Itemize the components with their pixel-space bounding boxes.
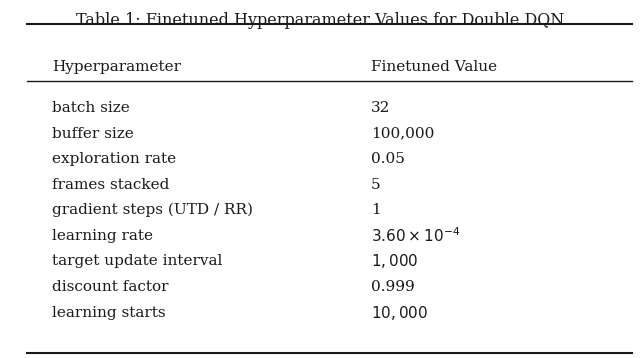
Text: target update interval: target update interval — [52, 255, 223, 268]
Text: frames stacked: frames stacked — [52, 178, 170, 192]
Text: learning rate: learning rate — [52, 229, 154, 243]
Text: Table 1: Finetuned Hyperparameter Values for Double DQN: Table 1: Finetuned Hyperparameter Values… — [76, 12, 564, 29]
Text: 100,000: 100,000 — [371, 126, 435, 141]
Text: $10, 000$: $10, 000$ — [371, 304, 428, 321]
Text: learning starts: learning starts — [52, 306, 166, 320]
Text: discount factor: discount factor — [52, 280, 169, 294]
Text: gradient steps (UTD / RR): gradient steps (UTD / RR) — [52, 203, 253, 217]
Text: buffer size: buffer size — [52, 126, 134, 141]
Text: exploration rate: exploration rate — [52, 152, 177, 166]
Text: $1, 000$: $1, 000$ — [371, 252, 419, 270]
Text: 5: 5 — [371, 178, 381, 192]
Text: $3.60 \times 10^{-4}$: $3.60 \times 10^{-4}$ — [371, 227, 460, 245]
Text: batch size: batch size — [52, 101, 130, 115]
Text: Hyperparameter: Hyperparameter — [52, 60, 181, 74]
Text: Finetuned Value: Finetuned Value — [371, 60, 497, 74]
Text: 0.05: 0.05 — [371, 152, 405, 166]
Text: 1: 1 — [371, 203, 381, 217]
Text: 32: 32 — [371, 101, 390, 115]
Text: 0.999: 0.999 — [371, 280, 415, 294]
